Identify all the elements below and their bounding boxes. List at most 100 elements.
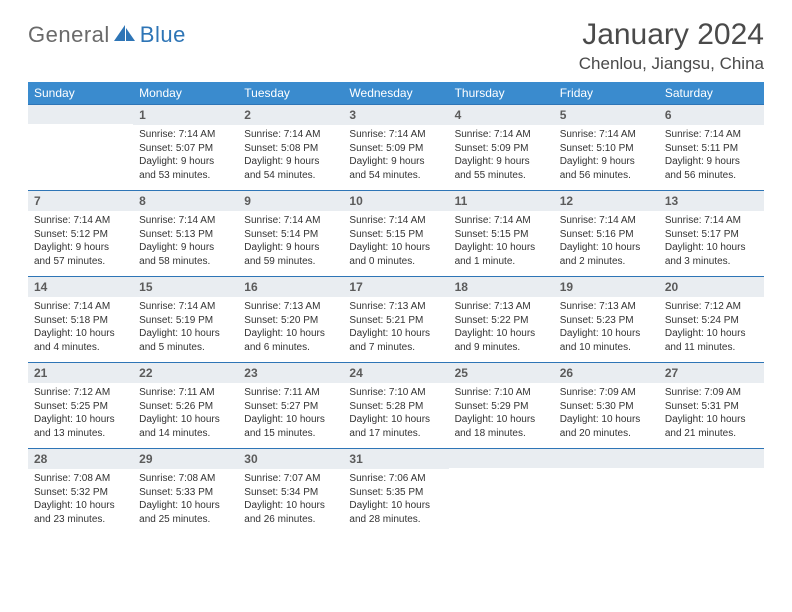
empty-cell xyxy=(554,448,659,534)
day-cell: 29Sunrise: 7:08 AMSunset: 5:33 PMDayligh… xyxy=(133,448,238,534)
day-cell: 20Sunrise: 7:12 AMSunset: 5:24 PMDayligh… xyxy=(659,276,764,362)
empty-bar xyxy=(659,448,764,468)
weekday-header: Saturday xyxy=(659,82,764,104)
weekday-header: Tuesday xyxy=(238,82,343,104)
day-number: 18 xyxy=(449,276,554,297)
calendar-row: 1Sunrise: 7:14 AMSunset: 5:07 PMDaylight… xyxy=(28,104,764,190)
day-cell: 28Sunrise: 7:08 AMSunset: 5:32 PMDayligh… xyxy=(28,448,133,534)
day-number: 28 xyxy=(28,448,133,469)
day-cell: 10Sunrise: 7:14 AMSunset: 5:15 PMDayligh… xyxy=(343,190,448,276)
day-content: Sunrise: 7:06 AMSunset: 5:35 PMDaylight:… xyxy=(343,469,448,526)
day-content: Sunrise: 7:14 AMSunset: 5:07 PMDaylight:… xyxy=(133,125,238,182)
day-content: Sunrise: 7:14 AMSunset: 5:19 PMDaylight:… xyxy=(133,297,238,354)
day-content: Sunrise: 7:14 AMSunset: 5:10 PMDaylight:… xyxy=(554,125,659,182)
day-cell: 6Sunrise: 7:14 AMSunset: 5:11 PMDaylight… xyxy=(659,104,764,190)
day-number: 22 xyxy=(133,362,238,383)
day-content: Sunrise: 7:14 AMSunset: 5:09 PMDaylight:… xyxy=(449,125,554,182)
brand-part2: Blue xyxy=(140,22,186,48)
day-number: 17 xyxy=(343,276,448,297)
calendar-body: 1Sunrise: 7:14 AMSunset: 5:07 PMDaylight… xyxy=(28,104,764,534)
day-content: Sunrise: 7:14 AMSunset: 5:15 PMDaylight:… xyxy=(343,211,448,268)
calendar-row: 7Sunrise: 7:14 AMSunset: 5:12 PMDaylight… xyxy=(28,190,764,276)
day-number: 24 xyxy=(343,362,448,383)
weekday-header: Thursday xyxy=(449,82,554,104)
day-content: Sunrise: 7:14 AMSunset: 5:18 PMDaylight:… xyxy=(28,297,133,354)
title-block: January 2024 Chenlou, Jiangsu, China xyxy=(579,18,764,74)
brand-logo: General Blue xyxy=(28,22,186,48)
day-number: 1 xyxy=(133,104,238,125)
day-content: Sunrise: 7:10 AMSunset: 5:29 PMDaylight:… xyxy=(449,383,554,440)
day-cell: 18Sunrise: 7:13 AMSunset: 5:22 PMDayligh… xyxy=(449,276,554,362)
weekday-header: Monday xyxy=(133,82,238,104)
day-content: Sunrise: 7:14 AMSunset: 5:08 PMDaylight:… xyxy=(238,125,343,182)
day-cell: 12Sunrise: 7:14 AMSunset: 5:16 PMDayligh… xyxy=(554,190,659,276)
day-cell: 5Sunrise: 7:14 AMSunset: 5:10 PMDaylight… xyxy=(554,104,659,190)
day-cell: 22Sunrise: 7:11 AMSunset: 5:26 PMDayligh… xyxy=(133,362,238,448)
day-cell: 25Sunrise: 7:10 AMSunset: 5:29 PMDayligh… xyxy=(449,362,554,448)
day-number: 21 xyxy=(28,362,133,383)
calendar-row: 28Sunrise: 7:08 AMSunset: 5:32 PMDayligh… xyxy=(28,448,764,534)
brand-sail-icon xyxy=(114,23,136,48)
day-content: Sunrise: 7:09 AMSunset: 5:30 PMDaylight:… xyxy=(554,383,659,440)
day-content: Sunrise: 7:14 AMSunset: 5:11 PMDaylight:… xyxy=(659,125,764,182)
day-cell: 9Sunrise: 7:14 AMSunset: 5:14 PMDaylight… xyxy=(238,190,343,276)
day-number: 7 xyxy=(28,190,133,211)
day-content: Sunrise: 7:11 AMSunset: 5:27 PMDaylight:… xyxy=(238,383,343,440)
day-number: 13 xyxy=(659,190,764,211)
day-number: 6 xyxy=(659,104,764,125)
day-number: 14 xyxy=(28,276,133,297)
weekday-header-row: SundayMondayTuesdayWednesdayThursdayFrid… xyxy=(28,82,764,104)
day-number: 26 xyxy=(554,362,659,383)
day-cell: 23Sunrise: 7:11 AMSunset: 5:27 PMDayligh… xyxy=(238,362,343,448)
day-number: 8 xyxy=(133,190,238,211)
day-number: 11 xyxy=(449,190,554,211)
weekday-header: Wednesday xyxy=(343,82,448,104)
day-cell: 19Sunrise: 7:13 AMSunset: 5:23 PMDayligh… xyxy=(554,276,659,362)
day-number: 9 xyxy=(238,190,343,211)
day-number: 10 xyxy=(343,190,448,211)
day-content: Sunrise: 7:07 AMSunset: 5:34 PMDaylight:… xyxy=(238,469,343,526)
day-number: 25 xyxy=(449,362,554,383)
day-content: Sunrise: 7:13 AMSunset: 5:23 PMDaylight:… xyxy=(554,297,659,354)
day-number: 29 xyxy=(133,448,238,469)
day-cell: 3Sunrise: 7:14 AMSunset: 5:09 PMDaylight… xyxy=(343,104,448,190)
day-content: Sunrise: 7:14 AMSunset: 5:13 PMDaylight:… xyxy=(133,211,238,268)
empty-cell xyxy=(659,448,764,534)
day-number: 4 xyxy=(449,104,554,125)
day-cell: 8Sunrise: 7:14 AMSunset: 5:13 PMDaylight… xyxy=(133,190,238,276)
day-cell: 27Sunrise: 7:09 AMSunset: 5:31 PMDayligh… xyxy=(659,362,764,448)
day-cell: 15Sunrise: 7:14 AMSunset: 5:19 PMDayligh… xyxy=(133,276,238,362)
day-content: Sunrise: 7:08 AMSunset: 5:33 PMDaylight:… xyxy=(133,469,238,526)
empty-bar xyxy=(554,448,659,468)
day-number: 20 xyxy=(659,276,764,297)
day-content: Sunrise: 7:11 AMSunset: 5:26 PMDaylight:… xyxy=(133,383,238,440)
day-content: Sunrise: 7:13 AMSunset: 5:22 PMDaylight:… xyxy=(449,297,554,354)
day-cell: 1Sunrise: 7:14 AMSunset: 5:07 PMDaylight… xyxy=(133,104,238,190)
brand-part1: General xyxy=(28,22,110,48)
day-cell: 17Sunrise: 7:13 AMSunset: 5:21 PMDayligh… xyxy=(343,276,448,362)
day-cell: 21Sunrise: 7:12 AMSunset: 5:25 PMDayligh… xyxy=(28,362,133,448)
day-number: 12 xyxy=(554,190,659,211)
day-content: Sunrise: 7:13 AMSunset: 5:20 PMDaylight:… xyxy=(238,297,343,354)
month-title: January 2024 xyxy=(579,18,764,52)
empty-cell xyxy=(449,448,554,534)
day-content: Sunrise: 7:14 AMSunset: 5:15 PMDaylight:… xyxy=(449,211,554,268)
weekday-header: Friday xyxy=(554,82,659,104)
day-content: Sunrise: 7:14 AMSunset: 5:12 PMDaylight:… xyxy=(28,211,133,268)
day-cell: 26Sunrise: 7:09 AMSunset: 5:30 PMDayligh… xyxy=(554,362,659,448)
day-number: 23 xyxy=(238,362,343,383)
day-number: 3 xyxy=(343,104,448,125)
day-content: Sunrise: 7:14 AMSunset: 5:14 PMDaylight:… xyxy=(238,211,343,268)
location-text: Chenlou, Jiangsu, China xyxy=(579,54,764,74)
day-cell: 24Sunrise: 7:10 AMSunset: 5:28 PMDayligh… xyxy=(343,362,448,448)
calendar-row: 14Sunrise: 7:14 AMSunset: 5:18 PMDayligh… xyxy=(28,276,764,362)
day-content: Sunrise: 7:14 AMSunset: 5:16 PMDaylight:… xyxy=(554,211,659,268)
day-cell: 2Sunrise: 7:14 AMSunset: 5:08 PMDaylight… xyxy=(238,104,343,190)
empty-cell xyxy=(28,104,133,190)
day-content: Sunrise: 7:14 AMSunset: 5:17 PMDaylight:… xyxy=(659,211,764,268)
weekday-header: Sunday xyxy=(28,82,133,104)
day-cell: 31Sunrise: 7:06 AMSunset: 5:35 PMDayligh… xyxy=(343,448,448,534)
empty-bar xyxy=(449,448,554,468)
day-content: Sunrise: 7:12 AMSunset: 5:25 PMDaylight:… xyxy=(28,383,133,440)
day-number: 31 xyxy=(343,448,448,469)
